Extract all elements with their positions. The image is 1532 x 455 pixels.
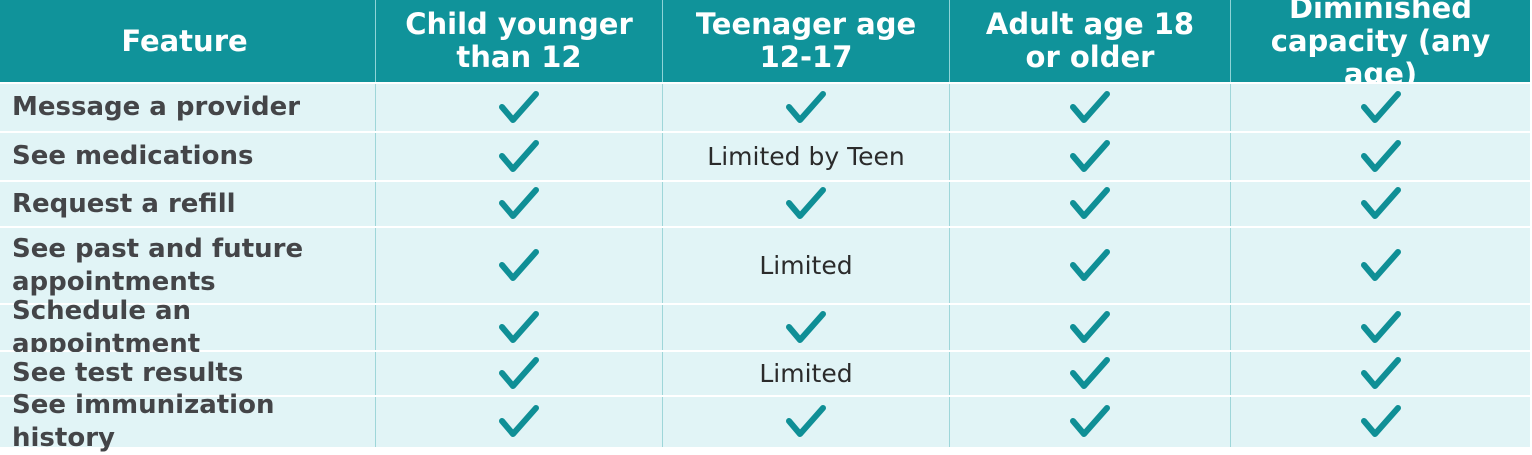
cell-teen: Limited — [663, 228, 950, 303]
check-icon — [499, 139, 539, 172]
check-icon — [1070, 248, 1110, 281]
check-icon — [499, 405, 539, 437]
cell-child — [376, 228, 663, 303]
cell-teen — [663, 397, 950, 447]
cell-child — [376, 84, 663, 131]
check-icon — [499, 310, 539, 343]
header-diminished-capacity: Diminished capacity (any age) — [1270, 0, 1491, 91]
check-icon — [1070, 310, 1110, 343]
check-icon — [1360, 139, 1401, 172]
check-icon — [786, 405, 826, 437]
header-adult: Adult age 18 or older — [950, 0, 1231, 82]
table-header-row: Feature Child younger than 12 Teenager a… — [0, 0, 1530, 91]
cell-diminished — [1231, 352, 1530, 395]
check-icon — [786, 187, 826, 219]
check-icon — [1070, 356, 1110, 389]
cell-child — [376, 397, 663, 447]
cell-teen — [663, 84, 950, 131]
feature-label: See immunization history — [0, 390, 376, 453]
access-note: Limited — [759, 359, 853, 388]
table-row: See medications Limited by Teen — [0, 133, 1530, 180]
cell-adult — [950, 305, 1231, 350]
cell-teen: Limited — [663, 352, 950, 395]
feature-label: See past and future appointments — [0, 228, 376, 303]
check-icon — [499, 90, 539, 123]
check-icon — [1360, 248, 1401, 281]
check-icon — [499, 187, 539, 219]
cell-child — [376, 305, 663, 350]
check-icon — [786, 310, 826, 343]
check-icon — [1070, 139, 1110, 172]
check-icon — [1360, 310, 1401, 343]
cell-adult — [950, 182, 1231, 226]
check-icon — [499, 356, 539, 389]
header-child: Child younger than 12 — [376, 0, 663, 82]
cell-diminished — [1231, 182, 1530, 226]
feature-label: Schedule an appointment — [0, 296, 376, 359]
table-row: Request a refill — [0, 182, 1530, 226]
cell-adult — [950, 397, 1231, 447]
check-icon — [1070, 405, 1110, 437]
cell-teen — [663, 182, 950, 226]
table-row: See test results Limited — [0, 352, 1530, 395]
check-icon — [786, 90, 826, 123]
access-note: Limited — [759, 251, 853, 280]
check-icon — [1070, 187, 1110, 219]
check-icon — [1360, 405, 1401, 437]
cell-diminished — [1231, 133, 1530, 180]
cell-diminished — [1231, 305, 1530, 350]
cell-adult — [950, 228, 1231, 303]
cell-adult — [950, 352, 1231, 395]
header-feature: Feature — [0, 0, 376, 82]
check-icon — [1070, 90, 1110, 123]
cell-child — [376, 352, 663, 395]
table-row: Schedule an appointment — [0, 296, 1530, 359]
cell-teen — [663, 305, 950, 350]
cell-diminished — [1231, 84, 1530, 131]
feature-label: See medications — [0, 133, 376, 180]
cell-teen: Limited by Teen — [663, 133, 950, 180]
table-row: Message a provider — [0, 84, 1530, 131]
feature-label: See test results — [0, 352, 376, 395]
feature-label: Request a refill — [0, 182, 376, 226]
check-icon — [1360, 187, 1401, 219]
access-note: Limited by Teen — [707, 142, 905, 171]
cell-adult — [950, 133, 1231, 180]
cell-diminished — [1231, 397, 1530, 447]
header-teenager: Teenager age 12-17 — [663, 0, 950, 82]
check-icon — [499, 248, 539, 281]
check-icon — [1360, 90, 1401, 123]
check-icon — [1360, 356, 1401, 389]
cell-diminished — [1231, 228, 1530, 303]
cell-adult — [950, 84, 1231, 131]
cell-child — [376, 182, 663, 226]
feature-label: Message a provider — [0, 84, 376, 131]
table-row: See immunization history — [0, 390, 1530, 453]
table-row: See past and future appointments Limited — [0, 228, 1530, 303]
cell-child — [376, 133, 663, 180]
